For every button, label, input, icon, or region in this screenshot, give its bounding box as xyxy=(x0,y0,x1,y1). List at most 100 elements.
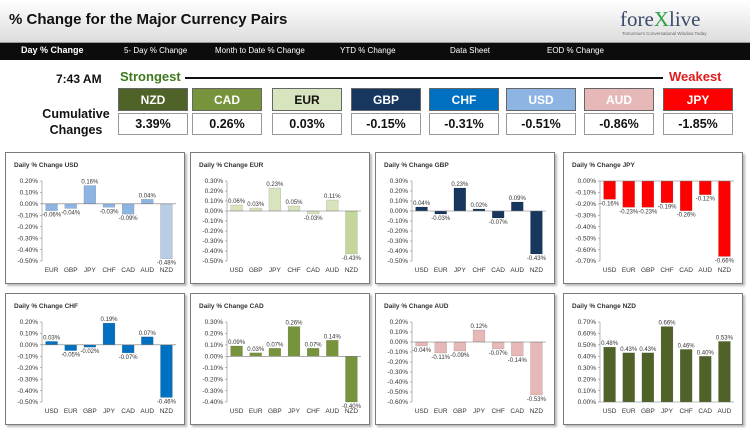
y-tick-label: -0.40% xyxy=(17,388,38,395)
title-bar: % Change for the Major Currency Pairs fo… xyxy=(0,0,750,43)
data-label: 0.19% xyxy=(100,317,118,323)
bar-jpy xyxy=(660,326,674,403)
bar-cad xyxy=(122,344,135,354)
chart-panel-nzd: Daily % Change NZD 0.70% 0.60% 0.50% 0.40% 0.… xyxy=(563,293,743,425)
bar-eur xyxy=(64,344,77,351)
bar-usd xyxy=(415,341,428,347)
y-tick-label: 0.00% xyxy=(390,339,409,346)
y-tick-label: 0.30% xyxy=(205,178,224,185)
x-tick-label: EUR xyxy=(64,408,78,415)
currency-code: JPY xyxy=(663,88,733,111)
x-tick-label: AUD xyxy=(510,267,524,274)
y-tick-label: 0.20% xyxy=(205,188,224,195)
x-tick-label: USD xyxy=(230,267,244,274)
currency-value: 0.03% xyxy=(272,113,342,135)
y-tick-label: -0.20% xyxy=(387,228,408,235)
bar-cad xyxy=(492,210,505,219)
chart-panel-gbp: Daily % Change GBP 0.30% 0.20% 0.10% 0.00% -0… xyxy=(375,152,555,284)
y-tick-label: 0.10% xyxy=(390,198,409,205)
bar-chart: Daily % Change EUR 0.30% 0.20% 0.10% 0.00% -0… xyxy=(199,162,362,274)
y-tick-label: 0.10% xyxy=(20,331,39,338)
cumulative-label-line-2: Changes xyxy=(49,123,103,137)
tab-data-sheet[interactable]: Data Sheet xyxy=(450,46,491,55)
tab-month-to-date-change[interactable]: Month to Date % Change xyxy=(215,46,305,55)
x-tick-label: CHF xyxy=(660,267,673,274)
currency-code: NZD xyxy=(118,88,188,111)
y-tick-label: 0.20% xyxy=(205,331,224,338)
bar-chf xyxy=(680,349,693,403)
x-tick-label: GBP xyxy=(641,408,655,415)
chart-panel-eur: Daily % Change EUR 0.30% 0.20% 0.10% 0.00% -0… xyxy=(190,152,370,284)
y-tick-label: -0.70% xyxy=(575,258,596,265)
data-label: 0.04% xyxy=(413,201,431,207)
y-tick-label: -0.20% xyxy=(387,359,408,366)
logo-text-b: live xyxy=(668,7,701,31)
chart-title: Daily % Change USD xyxy=(14,162,79,169)
x-tick-label: NZD xyxy=(718,267,732,274)
y-tick-label: 0.30% xyxy=(390,178,409,185)
data-label: 0.16% xyxy=(81,180,99,186)
bar-gbp xyxy=(268,348,281,357)
x-tick-label: EUR xyxy=(45,267,59,274)
x-tick-label: AUD xyxy=(140,267,154,274)
y-tick-label: 0.10% xyxy=(205,198,224,205)
data-label: 0.66% xyxy=(658,321,676,327)
bar-gbp xyxy=(641,180,654,208)
data-label: -0.07% xyxy=(489,351,509,357)
chart-title: Daily % Change EUR xyxy=(199,162,264,169)
x-tick-label: CAD xyxy=(679,267,693,274)
bar-nzd xyxy=(530,341,543,396)
strongest-label: Strongest xyxy=(120,69,181,84)
data-label: -0.43% xyxy=(527,256,547,262)
bar-cad xyxy=(680,180,693,211)
currency-card-gbp: GBP -0.15% xyxy=(351,88,421,135)
x-tick-label: USD xyxy=(45,408,59,415)
tab-5-day-change[interactable]: 5- Day % Change xyxy=(124,46,188,55)
data-label: -0.03% xyxy=(304,216,324,222)
data-label: -0.16% xyxy=(600,201,620,207)
x-tick-label: USD xyxy=(415,408,429,415)
x-tick-label: GBP xyxy=(641,267,655,274)
y-tick-label: -0.40% xyxy=(17,247,38,254)
bar-cad xyxy=(307,210,320,215)
bar-usd xyxy=(230,345,243,357)
y-tick-label: -0.60% xyxy=(575,247,596,254)
currency-card-jpy: JPY -1.85% xyxy=(663,88,733,135)
tab-eod-change[interactable]: EOD % Change xyxy=(547,46,604,55)
forexlive-logo[interactable]: foreXlive Tomorrow's Conversational Wind… xyxy=(620,7,730,37)
tab-ytd-change[interactable]: YTD % Change xyxy=(340,46,396,55)
currency-value: -0.51% xyxy=(506,113,576,135)
bar-chart: Daily % Change AUD0.20%0.10%0.00%-0.10%-… xyxy=(384,303,547,415)
y-tick-label: -0.40% xyxy=(202,399,223,406)
bar-nzd xyxy=(345,356,358,403)
y-tick-label: -0.30% xyxy=(575,212,596,219)
data-label: -0.09% xyxy=(119,216,139,222)
x-tick-label: EUR xyxy=(434,408,448,415)
x-tick-label: GBP xyxy=(249,267,263,274)
x-tick-label: JPY xyxy=(269,267,282,274)
y-tick-label: -0.20% xyxy=(17,365,38,372)
y-tick-label: 0.70% xyxy=(578,319,597,326)
currency-card-eur: EUR 0.03% xyxy=(272,88,342,135)
data-label: 0.03% xyxy=(43,335,61,341)
y-tick-label: -0.40% xyxy=(575,224,596,231)
chart-title: Daily % Change GBP xyxy=(384,162,449,169)
y-tick-label: -0.10% xyxy=(17,212,38,219)
y-tick-label: 0.40% xyxy=(578,353,597,360)
x-tick-label: EUR xyxy=(622,267,636,274)
data-label: -0.48% xyxy=(157,261,177,267)
data-label: 0.11% xyxy=(324,194,341,200)
data-label: 0.02% xyxy=(470,203,488,209)
y-tick-label: 0.10% xyxy=(578,388,597,395)
data-label: -0.04% xyxy=(61,210,81,216)
data-label: -0.11% xyxy=(431,355,450,361)
y-tick-label: 0.00% xyxy=(205,208,224,215)
data-label: 0.26% xyxy=(285,321,303,327)
data-label: -0.07% xyxy=(489,220,509,226)
tab-day-change[interactable]: Day % Change xyxy=(21,45,84,55)
chart-panel-usd: Daily % Change USD 0.20% 0.10% 0.00% -0.10% -… xyxy=(5,152,185,284)
bar-usd xyxy=(415,206,428,212)
data-label: -0.26% xyxy=(677,213,697,219)
data-label: 0.43% xyxy=(639,347,657,353)
data-label: -0.02% xyxy=(80,349,100,355)
